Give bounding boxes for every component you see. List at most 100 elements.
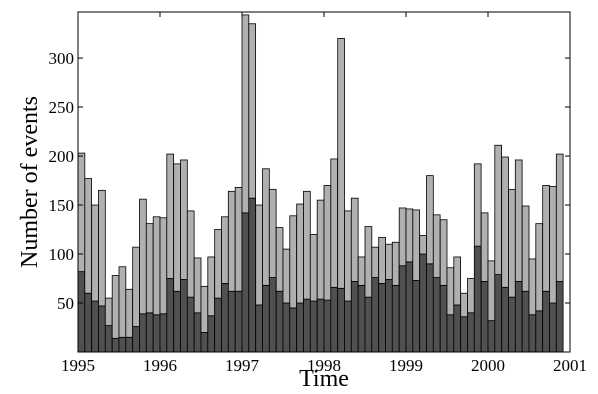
bar-segment	[152, 314, 161, 353]
bar-segment	[159, 313, 168, 353]
bar-segment	[344, 300, 352, 353]
bar-segment	[91, 300, 99, 353]
bar-segment	[364, 226, 373, 298]
bar-segment	[173, 290, 181, 353]
bar-segment	[555, 153, 564, 282]
bar-segment	[173, 163, 181, 292]
bar-segment	[200, 285, 209, 333]
bar-segment	[152, 216, 161, 316]
bar-segment	[248, 23, 257, 199]
bar-segment	[132, 246, 140, 327]
bar-segment	[268, 277, 277, 353]
bar-segment	[426, 263, 434, 353]
bar-segment	[145, 223, 154, 314]
bar-segment	[186, 296, 195, 353]
bar-segment	[542, 185, 550, 292]
bar-segment	[139, 313, 147, 353]
bar-segment	[494, 274, 503, 353]
bar-segment	[221, 216, 229, 284]
bar-segment	[289, 215, 298, 309]
bar-segment	[296, 302, 304, 353]
bar-segment	[214, 297, 222, 353]
bar-segment	[487, 260, 496, 322]
bar-segment	[439, 284, 448, 353]
bar-segment	[501, 156, 509, 288]
x-tick-label: 1995	[61, 356, 95, 375]
bar-segment	[398, 265, 407, 353]
bar-segment	[207, 256, 216, 317]
bar-segment	[309, 234, 318, 302]
bar-segment	[549, 186, 557, 304]
bar-segment	[84, 292, 93, 353]
bar-segment	[378, 283, 386, 353]
bar-segment	[323, 299, 332, 353]
bar-segment	[542, 290, 550, 353]
bar-segment	[282, 248, 291, 304]
bar-segment	[268, 188, 277, 278]
bar-segment	[514, 159, 523, 282]
bar-segment	[350, 281, 359, 353]
bar-segment	[262, 284, 270, 353]
bar-segment	[98, 189, 106, 307]
bar-segment	[357, 256, 366, 286]
bar-segment	[330, 286, 339, 353]
bar-segment	[432, 277, 441, 353]
bar-segment	[460, 316, 468, 353]
bar-segment	[234, 290, 243, 353]
bar-segment	[316, 199, 325, 300]
bar-segment	[227, 290, 236, 353]
bar-segment	[91, 204, 99, 302]
y-tick-label: 200	[49, 147, 75, 166]
y-axis-label: Number of events	[17, 96, 43, 268]
bar-segment	[227, 190, 236, 292]
bar-segment	[330, 158, 339, 288]
bar-segment	[446, 314, 455, 353]
bar-segment	[467, 312, 475, 353]
x-tick-label: 1997	[225, 356, 260, 375]
bar-segment	[275, 227, 284, 292]
bar-segment	[166, 278, 175, 353]
x-tick-label: 1996	[143, 356, 177, 375]
bar-segment	[439, 219, 448, 286]
y-tick-label: 100	[49, 245, 75, 264]
bar-segment	[323, 185, 332, 301]
bar-segment	[473, 245, 482, 353]
bar-segment	[303, 298, 311, 353]
bar-segment	[193, 312, 202, 353]
bar-segment	[391, 241, 400, 286]
bar-segment	[296, 203, 304, 304]
bar-segment	[385, 243, 393, 280]
bar-segment	[412, 209, 421, 281]
bar-segment	[125, 336, 134, 353]
bar-segment	[378, 236, 386, 284]
bar-segment	[111, 337, 120, 353]
bar-segment	[248, 197, 257, 353]
bar-segment	[118, 266, 127, 338]
bar-segment	[104, 325, 113, 353]
bar-segment	[357, 284, 366, 353]
bar-segment	[514, 281, 523, 353]
bar-segment	[453, 304, 462, 353]
bar-segment	[104, 297, 113, 326]
bar-segment	[391, 284, 400, 353]
bar-segment	[316, 298, 325, 353]
bar-segment	[385, 279, 393, 353]
bar-segment	[337, 38, 345, 289]
bar-segment	[303, 190, 311, 300]
bar-segment	[508, 188, 516, 298]
bar-segment	[145, 312, 154, 353]
y-tick-label: 300	[49, 49, 75, 68]
bar-segment	[84, 178, 93, 294]
bar-segment	[460, 292, 468, 318]
bar-segment	[337, 287, 345, 353]
bar-segment	[309, 300, 318, 353]
bar-segment	[508, 296, 516, 353]
bar-segment	[241, 14, 250, 214]
bar-segment	[262, 168, 270, 286]
bar-segment	[419, 235, 427, 255]
bar-segment	[234, 186, 243, 292]
bar-segment	[214, 229, 222, 299]
bar-segment	[289, 307, 298, 353]
